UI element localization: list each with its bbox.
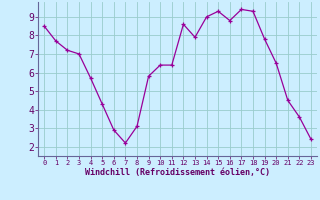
X-axis label: Windchill (Refroidissement éolien,°C): Windchill (Refroidissement éolien,°C): [85, 168, 270, 177]
